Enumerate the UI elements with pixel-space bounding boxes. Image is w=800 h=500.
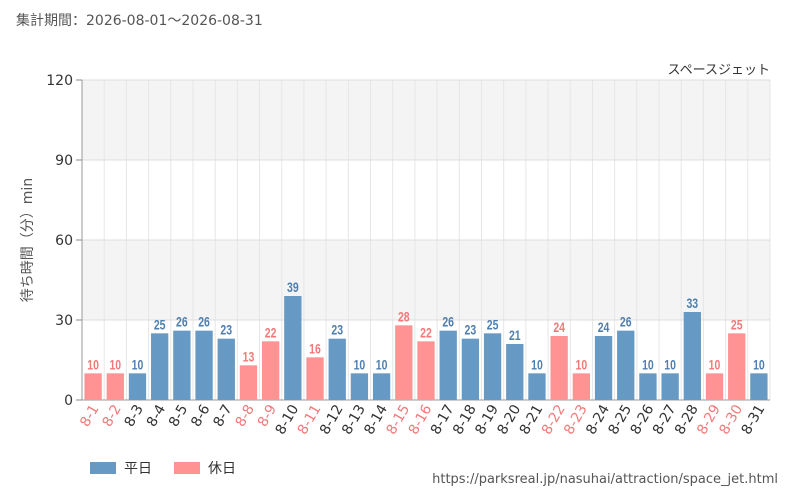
bar-8-18 [461, 338, 480, 400]
data-label-8-21: 10 [531, 357, 543, 373]
x-tick-label-8-1: 8-1 [77, 402, 102, 430]
y-tick-label: 120 [46, 73, 73, 89]
data-label-8-28: 33 [686, 296, 698, 312]
chart-title: スペースジェット [668, 63, 770, 78]
x-tick-label-8-5: 8-5 [166, 402, 191, 430]
bar-8-12 [328, 338, 346, 400]
data-label-8-29: 10 [709, 357, 721, 373]
bar-8-22 [550, 336, 568, 400]
bar-8-16 [417, 341, 435, 400]
legend-item-weekday[interactable]: 平日 [90, 458, 152, 478]
bar-8-29 [705, 373, 724, 400]
bar-8-17 [439, 330, 457, 400]
bar-8-5 [173, 330, 191, 400]
data-label-8-1: 10 [87, 357, 99, 373]
bar-8-24 [594, 336, 613, 400]
y-tick-label: 60 [55, 233, 73, 249]
data-label-8-9: 22 [265, 325, 277, 341]
y-axis-label: 待ち時間（分）min [20, 178, 36, 302]
period-label: 集計期間 [16, 13, 72, 29]
data-label-8-13: 10 [354, 357, 366, 373]
x-tick-label-8-4: 8-4 [144, 402, 169, 430]
legend-label-holiday: 休日 [208, 461, 236, 477]
data-label-8-24: 24 [598, 320, 610, 336]
data-label-8-18: 23 [465, 322, 477, 338]
period-range-separator: ～ [167, 13, 182, 29]
bar-8-3 [128, 373, 147, 400]
bar-8-4 [151, 333, 169, 400]
period-header: 集計期間：2026-08-01～2026-08-31 [16, 10, 263, 30]
data-label-8-4: 25 [154, 317, 166, 333]
grid-band [82, 240, 770, 320]
x-tick-label-8-3: 8-3 [122, 402, 147, 430]
bar-8-20 [506, 344, 524, 400]
y-tick-label: 30 [55, 313, 73, 329]
bar-8-27 [661, 373, 679, 400]
period-separator: ： [72, 13, 86, 29]
bar-8-9 [261, 341, 280, 400]
legend-swatch-weekday [90, 462, 116, 474]
bar-8-14 [372, 373, 391, 400]
bar-8-31 [750, 373, 768, 400]
bar-8-1 [84, 373, 102, 400]
x-tick-label-8-7: 8-7 [210, 402, 235, 430]
y-tick-label: 90 [55, 153, 73, 169]
x-tick-label-8-31: 8-31 [739, 402, 769, 438]
data-label-8-23: 10 [576, 357, 588, 373]
data-label-8-6: 26 [198, 314, 210, 330]
bar-8-30 [728, 333, 746, 400]
x-tick-label-8-6: 8-6 [188, 402, 213, 430]
x-tick-label-8-2: 8-2 [99, 402, 124, 430]
data-label-8-17: 26 [442, 314, 454, 330]
data-label-8-7: 23 [220, 322, 232, 338]
data-label-8-26: 10 [642, 357, 654, 373]
legend: 平日 休日 [90, 458, 236, 478]
wait-time-bar-chart: 0 30 60 90 120 待ち時間（分）min スペースジェット 10 8-1 10 8-2 10… [20, 63, 771, 438]
period-end: 2026-08-31 [181, 13, 263, 29]
bar-8-25 [617, 330, 635, 400]
data-label-8-8: 13 [243, 349, 255, 365]
data-label-8-27: 10 [664, 357, 676, 373]
bar-8-13 [350, 373, 369, 400]
data-label-8-31: 10 [753, 357, 765, 373]
bar-8-21 [528, 373, 546, 400]
data-label-8-14: 10 [376, 357, 388, 373]
bar-8-11 [306, 357, 324, 400]
legend-item-holiday[interactable]: 休日 [174, 458, 236, 478]
data-label-8-10: 39 [287, 280, 299, 296]
legend-swatch-holiday [174, 462, 200, 474]
bar-8-28 [683, 312, 701, 400]
data-label-8-15: 28 [398, 309, 410, 325]
data-label-8-2: 10 [109, 357, 121, 373]
period-start: 2026-08-01 [86, 13, 168, 29]
grid-band [82, 160, 770, 240]
bar-8-6 [195, 330, 213, 400]
bar-8-19 [483, 333, 502, 400]
data-label-8-16: 22 [420, 325, 432, 341]
data-label-8-12: 23 [331, 322, 343, 338]
bar-8-26 [639, 373, 657, 400]
data-label-8-11: 16 [309, 341, 321, 357]
data-label-8-25: 26 [620, 314, 632, 330]
data-label-8-22: 24 [553, 320, 565, 336]
data-label-8-30: 25 [731, 317, 743, 333]
data-label-8-5: 26 [176, 314, 188, 330]
data-label-8-19: 25 [487, 317, 499, 333]
legend-label-weekday: 平日 [124, 461, 152, 477]
bar-8-23 [572, 373, 591, 400]
x-tick-label-8-8: 8-8 [233, 402, 258, 430]
data-label-8-3: 10 [132, 357, 144, 373]
bar-8-7 [217, 338, 235, 400]
grid-band [82, 80, 770, 160]
source-url[interactable]: https://parksreal.jp/nasuhai/attraction/… [432, 472, 778, 487]
bar-8-8 [239, 365, 258, 400]
data-label-8-20: 21 [509, 328, 521, 344]
y-tick-label: 0 [64, 393, 73, 409]
bar-8-15 [395, 325, 413, 400]
bar-8-2 [106, 373, 124, 400]
bar-8-10 [284, 296, 302, 400]
